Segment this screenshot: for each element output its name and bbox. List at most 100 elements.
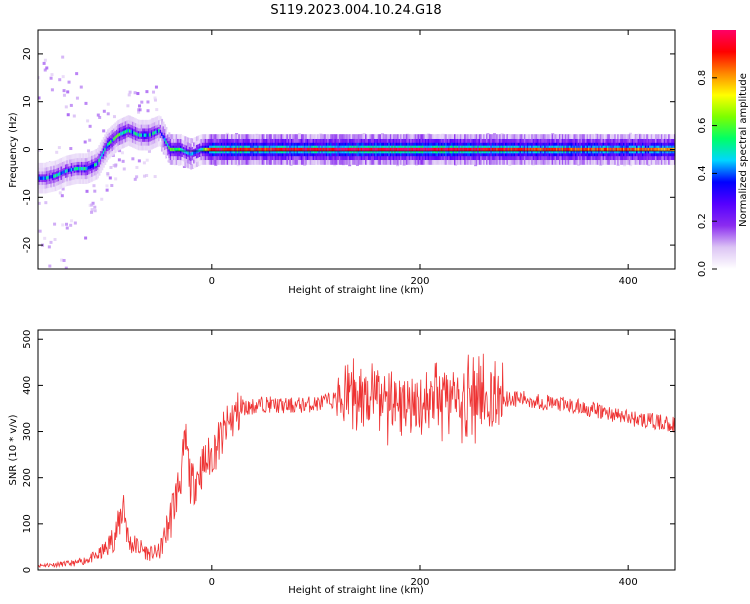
- spectrogram-cell: [140, 100, 144, 104]
- spectrogram-cell: [43, 58, 47, 62]
- spectrogram-cell: [226, 147, 229, 152]
- spectrogram-cell: [443, 147, 446, 152]
- spectrogram-cell: [69, 103, 73, 107]
- spectrogram-cell: [628, 147, 631, 152]
- spectrogram-cell: [542, 147, 545, 152]
- spectrogram-cell: [534, 147, 537, 152]
- spectrogram-cell: [93, 209, 97, 213]
- colorbar-label: Normalized spectral amplitude: [738, 73, 749, 227]
- spectrogram-cell: [302, 147, 305, 152]
- spectrogram-cell: [90, 210, 94, 214]
- spectrogram-cell: [38, 229, 42, 233]
- spectrogram-cell: [248, 147, 251, 152]
- spectrogram-cell: [165, 140, 168, 144]
- spectrogram-cell: [604, 147, 607, 152]
- spectrogram-cell: [98, 115, 102, 119]
- spectrogram-cell: [50, 175, 53, 179]
- snr-x-label: Height of straight line (km): [288, 585, 424, 596]
- spectrogram-cell: [85, 166, 88, 171]
- spectrogram-cell: [273, 147, 276, 152]
- spectrogram-cell: [257, 147, 260, 152]
- spectrogram-cell: [128, 90, 132, 94]
- spectrogram-cell: [343, 147, 346, 152]
- spectrogram-cell: [513, 147, 516, 152]
- spectrogram-cell: [72, 114, 76, 118]
- spectrogram-cell: [50, 73, 54, 77]
- spectrogram-cell: [94, 163, 97, 167]
- spectrogram-cell: [61, 170, 64, 175]
- spectrogram-cell: [228, 147, 231, 152]
- spectrogram-cell: [391, 147, 394, 152]
- spectrogram-cell: [292, 147, 295, 152]
- spectrogram-cell: [641, 147, 644, 152]
- spectrogram-cell: [92, 163, 95, 168]
- spectrogram-cell: [112, 115, 116, 119]
- spectrogram-cell: [500, 147, 503, 152]
- spectrogram-cell: [659, 147, 662, 152]
- spectrogram-cell: [225, 147, 228, 152]
- spectrogram-cell: [207, 147, 210, 152]
- spectrogram-cell: [384, 147, 387, 152]
- spectrogram-cell: [357, 147, 360, 152]
- spectrogram-cell: [47, 245, 51, 249]
- spectrogram-cell: [458, 147, 461, 152]
- spectrogram-cell: [61, 187, 65, 191]
- spectrogram-cell: [137, 133, 140, 137]
- spectrogram-cell: [110, 140, 113, 144]
- spectrogram-cell: [112, 137, 115, 141]
- spectrogram-cell: [386, 147, 389, 152]
- spectrogram-cell: [537, 147, 540, 152]
- spectrogram-cell: [405, 147, 408, 152]
- spectrogram-cell: [290, 147, 293, 152]
- spectrogram-cell: [643, 147, 646, 152]
- spectrogram-cell: [647, 147, 650, 152]
- spectrogram-cell: [222, 147, 225, 152]
- spectrogram-cell: [453, 147, 456, 152]
- spectrogram-cell: [143, 133, 146, 137]
- spectrogram-cell: [177, 147, 180, 152]
- spectrogram-cell: [38, 176, 40, 180]
- spectrogram-cell: [106, 172, 110, 176]
- spectrogram-cell: [105, 145, 108, 149]
- spectrogram-cell: [62, 89, 66, 93]
- spectrogram-cell: [627, 147, 630, 152]
- spectrogram-cell: [649, 147, 652, 152]
- spectrogram-cell: [142, 133, 145, 137]
- spectrogram-cell: [117, 158, 121, 162]
- spectrogram-cell: [65, 226, 69, 230]
- spectrogram-cell: [118, 149, 122, 153]
- spectrogram-cell: [588, 147, 591, 152]
- spectrogram-cell: [254, 147, 257, 152]
- spectrogram-cell: [53, 174, 56, 178]
- spectrogram-cell: [362, 147, 365, 152]
- spectrogram-cell: [156, 129, 159, 134]
- spectrogram-cell: [555, 147, 558, 152]
- spectrogram-cell: [85, 189, 89, 193]
- spectrogram-cell: [569, 147, 572, 152]
- spectrogram-cell: [107, 142, 110, 147]
- spectrogram-cell: [408, 147, 411, 152]
- spectrogram-cell: [38, 201, 41, 205]
- spectrogram-cell: [38, 76, 40, 80]
- spectrogram-cell: [620, 147, 623, 152]
- spectrogram-cell: [421, 147, 424, 152]
- spectrogram-cell: [478, 147, 481, 152]
- spectrogram-cell: [353, 147, 356, 152]
- spectrogram-cell: [92, 184, 96, 188]
- spectrogram-cell: [53, 222, 57, 226]
- spectrogram-cell: [618, 147, 621, 152]
- spectrogram-cell: [583, 147, 586, 152]
- spectrogram-cell: [459, 147, 462, 152]
- spectrogram-cell: [324, 147, 327, 152]
- spectrogram-cell: [493, 147, 496, 152]
- spectrogram-cell: [605, 147, 608, 152]
- spectrogram-cell: [381, 147, 384, 152]
- colorbar-tick-label: 0.2: [697, 213, 708, 229]
- spectrogram-cell: [67, 168, 70, 173]
- spectrogram-cell: [512, 147, 515, 152]
- spectrogram-cell: [270, 147, 273, 152]
- spectrogram-cell: [216, 147, 219, 152]
- spectrogram-cell: [657, 147, 660, 152]
- spectrogram-cell: [378, 147, 381, 152]
- spectrogram-cell: [43, 236, 47, 240]
